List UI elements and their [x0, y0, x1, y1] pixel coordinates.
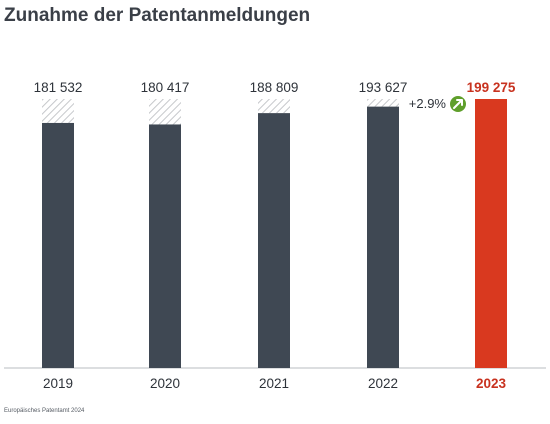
bar-2019	[42, 122, 74, 368]
x-tick-2021: 2021	[259, 376, 289, 391]
bar-hatch-2019	[42, 99, 74, 123]
value-label-2022: 193 627	[359, 80, 408, 95]
value-label-2023: 199 275	[467, 80, 516, 95]
bar-hatch-2022	[367, 99, 399, 107]
bar-hatch-2021	[258, 99, 290, 114]
bar-2021	[258, 113, 290, 368]
value-label-2020: 180 417	[141, 80, 190, 95]
bar-hatch-2020	[149, 99, 181, 125]
bar-2022	[367, 106, 399, 368]
arrow-up-right-glyph	[453, 99, 463, 109]
value-label-2019: 181 532	[34, 80, 83, 95]
bar-2023	[475, 99, 507, 368]
x-tick-2023: 2023	[476, 376, 507, 391]
bar-2020	[149, 124, 181, 368]
source-note: Europäisches Patentamt 2024	[4, 408, 85, 414]
x-tick-2019: 2019	[43, 376, 73, 391]
chart-title: Zunahme der Patentanmeldungen	[4, 5, 311, 26]
growth-annotation: +2.9%	[409, 96, 447, 111]
x-tick-2020: 2020	[150, 376, 180, 391]
x-tick-2022: 2022	[368, 376, 398, 391]
value-label-2021: 188 809	[250, 80, 299, 95]
